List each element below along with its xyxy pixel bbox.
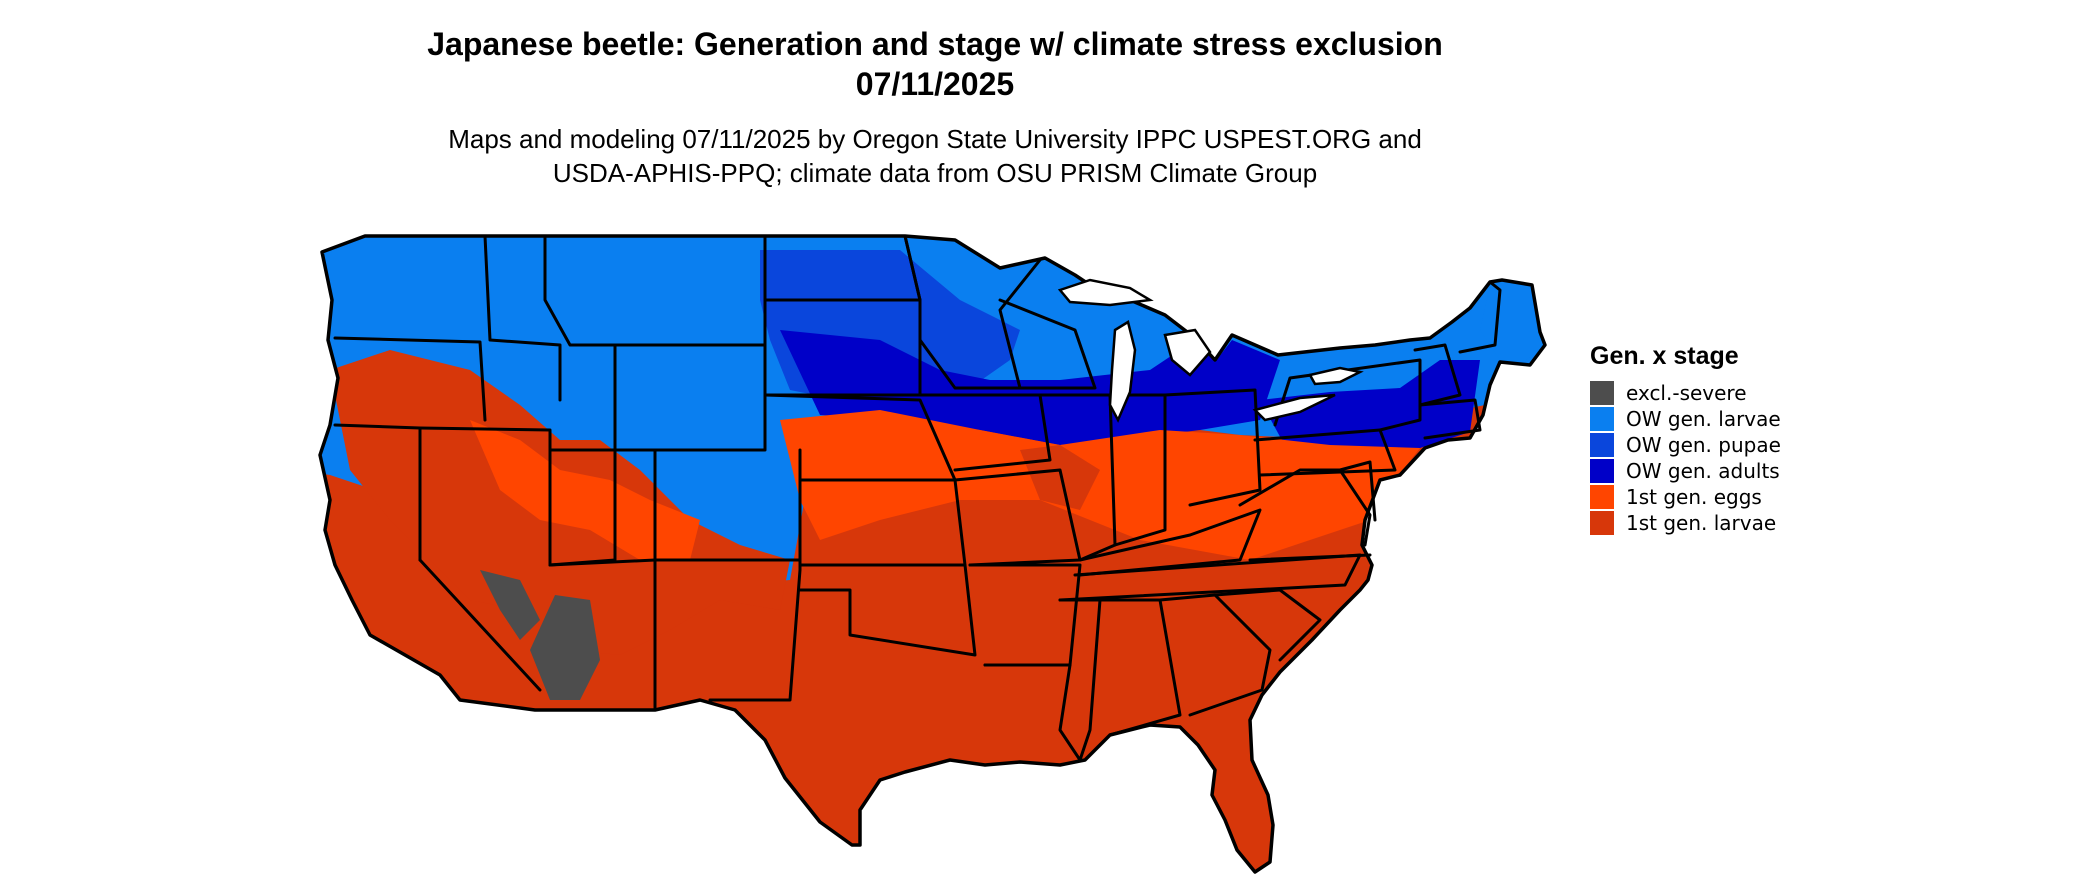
legend-swatch bbox=[1590, 459, 1614, 483]
lake-michigan bbox=[1108, 320, 1137, 423]
great-lakes bbox=[1057, 278, 1364, 423]
title-date: 07/11/2025 bbox=[855, 66, 1015, 102]
kentucky-boundary bbox=[1078, 508, 1262, 577]
legend-label: 1st gen. eggs bbox=[1626, 485, 1762, 509]
tennessee-boundary bbox=[1058, 553, 1362, 602]
lake-huron bbox=[1163, 328, 1212, 377]
subtitle-line-2: USDA-APHIS-PPQ; climate data from OSU PR… bbox=[552, 158, 1318, 188]
montana-boundary bbox=[543, 234, 767, 347]
massachusetts-connecticut-boundary bbox=[1418, 398, 1482, 440]
illinois-boundary bbox=[1038, 393, 1117, 562]
lake-superior bbox=[1057, 278, 1154, 307]
mississippi-boundary bbox=[1058, 598, 1102, 762]
iowa-boundary bbox=[918, 393, 1052, 472]
nevada-california-diagonal bbox=[418, 558, 542, 692]
map-subtitle: Maps and modeling 07/11/2025 by Oregon S… bbox=[0, 122, 1870, 190]
legend-item-1st-gen-larvae: 1st gen. larvae bbox=[1590, 510, 1781, 536]
us-outline bbox=[318, 234, 1547, 874]
subtitle-line-1: Maps and modeling 07/11/2025 by Oregon S… bbox=[448, 124, 1422, 154]
wyoming-boundary bbox=[613, 343, 767, 452]
georgia-boundary bbox=[1158, 593, 1272, 717]
legend-swatch bbox=[1590, 485, 1614, 509]
legend-item-1st-gen-eggs: 1st gen. eggs bbox=[1590, 484, 1781, 510]
wisconsin-boundary bbox=[998, 298, 1097, 390]
south-dakota-boundary bbox=[763, 298, 922, 397]
legend-label: 1st gen. larvae bbox=[1626, 511, 1777, 535]
new-york-boundary bbox=[1273, 358, 1422, 432]
region-southwest-1st-gen-eggs bbox=[470, 420, 700, 560]
legend-swatch bbox=[1590, 407, 1614, 431]
legend-item-ow-gen-pupae: OW gen. pupae bbox=[1590, 432, 1781, 458]
nevada-utah-boundary bbox=[418, 426, 552, 567]
legend: Gen. x stage excl.-severe OW gen. larvae… bbox=[1590, 340, 1781, 536]
oregon-boundary bbox=[333, 336, 487, 422]
indiana-boundary bbox=[1108, 393, 1167, 547]
legend-label: OW gen. larvae bbox=[1626, 407, 1781, 431]
maryland-delaware-boundary bbox=[1338, 460, 1377, 522]
vermont-new-hampshire-boundary bbox=[1413, 343, 1462, 407]
map-title: Japanese beetle: Generation and stage w/… bbox=[0, 24, 1870, 104]
region-excl-severe-desert bbox=[480, 570, 540, 640]
legend-label: OW gen. pupae bbox=[1626, 433, 1781, 457]
minnesota-boundary bbox=[903, 234, 1042, 390]
legend-item-ow-gen-adults: OW gen. adults bbox=[1590, 458, 1781, 484]
state-boundaries bbox=[333, 234, 1502, 762]
south-carolina-boundary bbox=[1213, 588, 1322, 662]
idaho-boundary bbox=[483, 234, 562, 402]
legend-title: Gen. x stage bbox=[1590, 342, 1739, 370]
pennsylvania-boundary bbox=[1253, 428, 1397, 477]
lake-ontario bbox=[1308, 366, 1364, 386]
alabama-boundary bbox=[1098, 598, 1182, 737]
legend-label: OW gen. adults bbox=[1626, 459, 1780, 483]
louisiana-boundary bbox=[983, 663, 1082, 762]
title-line-1: Japanese beetle: Generation and stage w/… bbox=[427, 26, 1443, 62]
missouri-boundary bbox=[953, 468, 1082, 567]
region-excl-severe-arizona bbox=[530, 595, 600, 700]
new-mexico-boundary bbox=[653, 558, 802, 702]
legend-swatch bbox=[1590, 511, 1614, 535]
legend-swatch bbox=[1590, 433, 1614, 457]
oklahoma-boundary bbox=[798, 563, 977, 657]
legend-item-excl-severe: excl.-severe bbox=[1590, 380, 1781, 406]
north-carolina-boundary bbox=[1248, 553, 1372, 562]
legend-swatch bbox=[1590, 381, 1614, 405]
legend-label: excl.-severe bbox=[1626, 381, 1747, 405]
maine-boundary bbox=[1458, 280, 1502, 354]
legend-item-ow-gen-larvae: OW gen. larvae bbox=[1590, 406, 1781, 432]
lake-erie bbox=[1252, 393, 1336, 422]
